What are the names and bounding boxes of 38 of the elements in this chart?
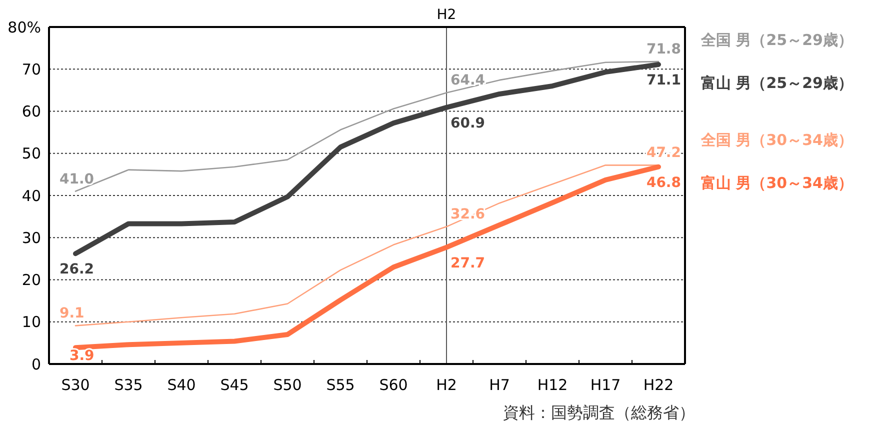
- y-tick-label: 60: [22, 102, 41, 120]
- data-label: 60.9: [450, 115, 486, 132]
- x-tick-label: H2: [436, 376, 457, 394]
- y-tick-label: 80%: [8, 18, 41, 36]
- text: 富山 男（30～34歳）: [701, 174, 853, 192]
- y-tick-label: 70: [22, 60, 41, 78]
- x-tick-label: S45: [220, 376, 249, 394]
- y-tick-label: 20: [22, 271, 41, 289]
- data-label: 27.7: [450, 255, 486, 272]
- x-tick-label: S50: [273, 376, 302, 394]
- x-tick-label: S55: [326, 376, 355, 394]
- x-tick-label: S35: [114, 376, 143, 394]
- x-tick-label: H17: [590, 376, 621, 394]
- x-tick-label: H12: [537, 376, 568, 394]
- text: 全国 男（30～34歳）: [700, 131, 853, 149]
- data-label: 47.2: [646, 145, 681, 162]
- x-tick-label: H7: [489, 376, 510, 394]
- annotation: H2: [436, 7, 456, 23]
- y-tick-label: 0: [31, 355, 41, 374]
- x-tick-label: S30: [61, 376, 90, 394]
- y-tick-label: 10: [22, 313, 41, 332]
- x-tick-label: S60: [379, 376, 408, 394]
- y-tick-label: 40: [22, 186, 41, 205]
- data-label: 3.9: [70, 348, 94, 364]
- data-label: 64.4: [450, 72, 486, 89]
- y-tick-label: 50: [22, 144, 41, 163]
- data-label: 9.1: [60, 306, 84, 322]
- x-tick-label: S40: [167, 376, 196, 394]
- text: 全国 男（25～29歳）: [700, 31, 853, 49]
- data-label: 41.0: [60, 171, 94, 188]
- y-tick-label: 30: [22, 228, 41, 247]
- data-label: 26.2: [60, 262, 94, 278]
- text: 富山 男（25～29歳）: [701, 74, 853, 92]
- data-label: 46.8: [646, 174, 681, 191]
- data-label: 71.1: [646, 72, 681, 88]
- text: 資料：国勢調査（総務省）: [503, 403, 695, 422]
- x-tick-label: H22: [643, 376, 674, 394]
- data-label: 71.8: [646, 42, 681, 58]
